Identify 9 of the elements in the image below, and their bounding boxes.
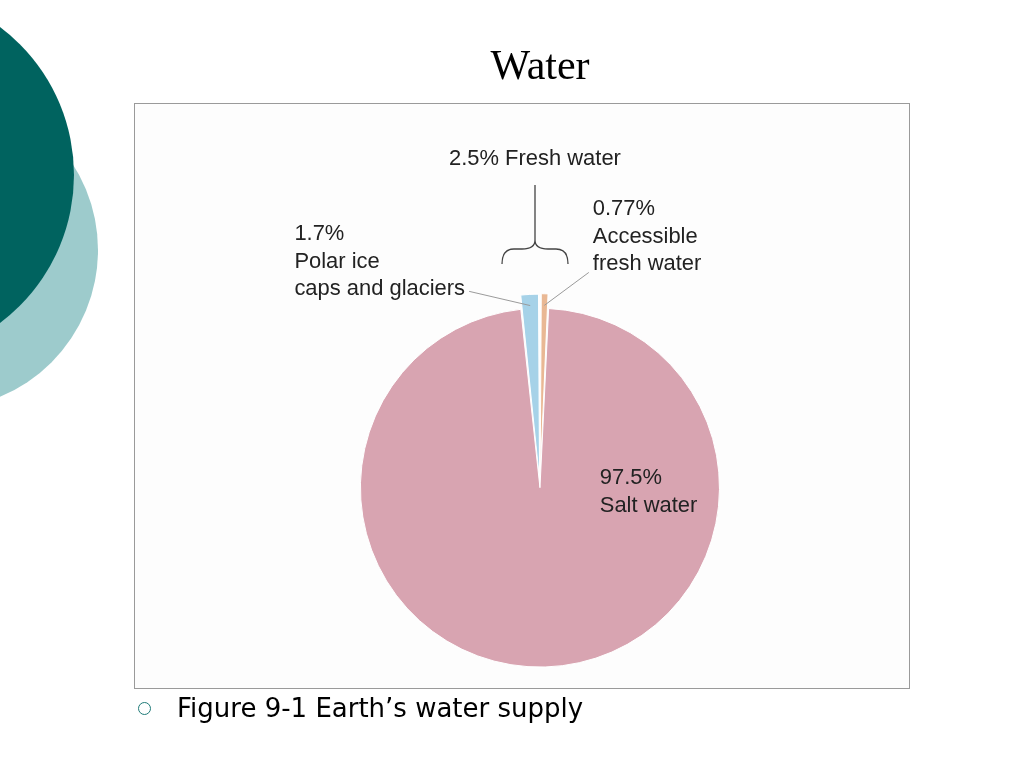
- slice-label: Salt water: [599, 491, 698, 517]
- data-label: 1.7%: [294, 219, 345, 245]
- data-label: 0.77%: [592, 194, 656, 220]
- data-label: 97.5%: [599, 463, 662, 489]
- chart-title: Water: [489, 41, 591, 90]
- slice-label: Polar ice caps and glaciers: [294, 247, 466, 301]
- caption: Figure 9-1 Earth’s water supply: [177, 693, 584, 723]
- slice-label: Accessible fresh water: [592, 222, 702, 276]
- text: 2.5% Fresh water: [449, 144, 621, 170]
